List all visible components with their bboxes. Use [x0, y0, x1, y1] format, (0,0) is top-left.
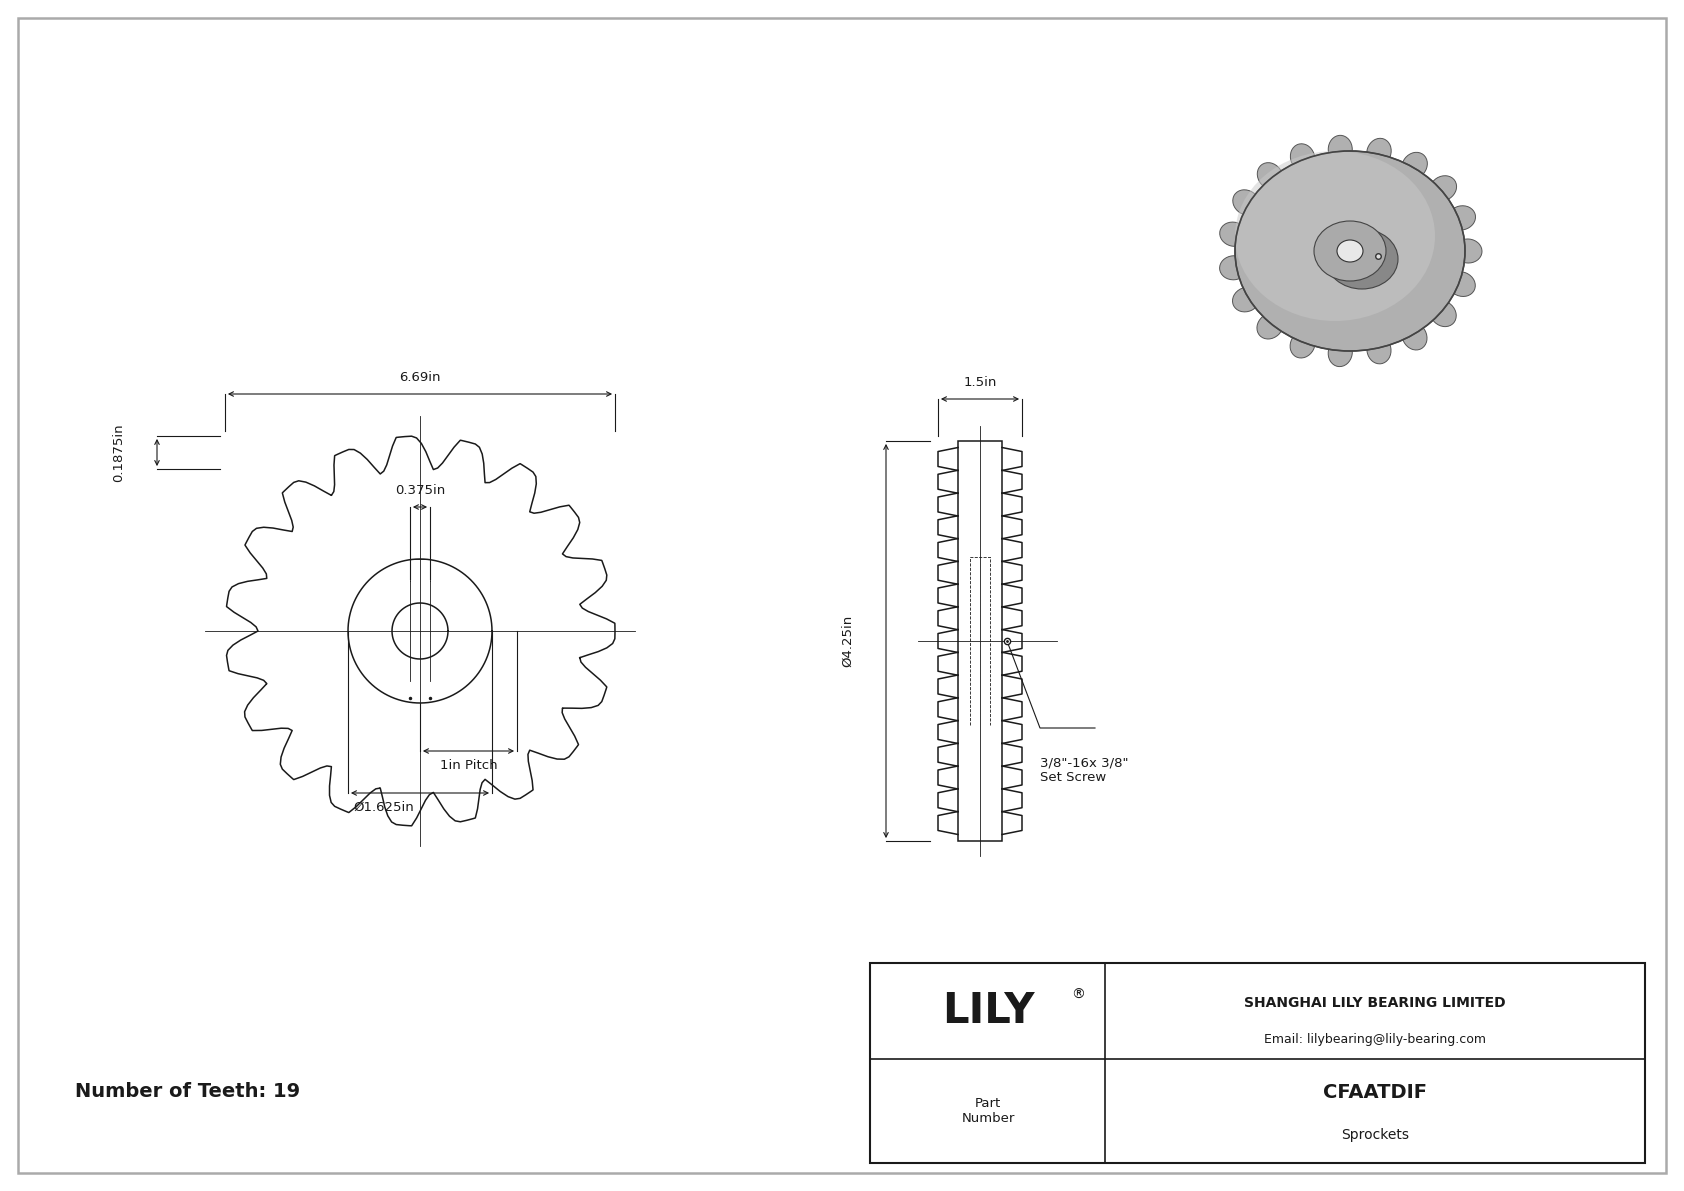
Text: Ø4.25in: Ø4.25in: [842, 615, 854, 667]
Text: 3/8"-16x 3/8"
Set Screw: 3/8"-16x 3/8" Set Screw: [1041, 756, 1128, 784]
Ellipse shape: [1219, 222, 1248, 247]
Text: Email: lilybearing@lily-bearing.com: Email: lilybearing@lily-bearing.com: [1265, 1033, 1485, 1046]
Text: 1.5in: 1.5in: [963, 376, 997, 389]
Ellipse shape: [1430, 176, 1457, 201]
Ellipse shape: [1290, 144, 1315, 172]
Text: 0.375in: 0.375in: [394, 484, 445, 497]
Ellipse shape: [1234, 151, 1435, 322]
Ellipse shape: [1256, 313, 1283, 339]
Ellipse shape: [1325, 229, 1398, 289]
Text: 1in Pitch: 1in Pitch: [440, 759, 497, 772]
Ellipse shape: [1403, 323, 1426, 350]
Ellipse shape: [1329, 338, 1352, 367]
Ellipse shape: [1430, 300, 1457, 326]
Ellipse shape: [1448, 206, 1475, 230]
Ellipse shape: [1314, 222, 1386, 281]
Ellipse shape: [1219, 256, 1248, 280]
Ellipse shape: [1233, 287, 1260, 312]
Ellipse shape: [1367, 336, 1391, 363]
Bar: [871, 964, 1645, 1162]
Ellipse shape: [1453, 239, 1482, 263]
Text: Sprockets: Sprockets: [1340, 1128, 1410, 1142]
Text: SHANGHAI LILY BEARING LIMITED: SHANGHAI LILY BEARING LIMITED: [1244, 996, 1505, 1010]
Ellipse shape: [1258, 163, 1283, 189]
Ellipse shape: [1290, 331, 1315, 358]
Text: CFAATDIF: CFAATDIF: [1324, 1084, 1426, 1103]
Ellipse shape: [1234, 151, 1465, 351]
Ellipse shape: [1367, 138, 1391, 166]
Text: ®: ®: [1071, 989, 1084, 1002]
Text: 6.69in: 6.69in: [399, 372, 441, 384]
Ellipse shape: [1401, 152, 1428, 179]
Text: Ø1.625in: Ø1.625in: [354, 802, 414, 813]
Text: 0.1875in: 0.1875in: [113, 423, 126, 482]
Ellipse shape: [1329, 136, 1352, 163]
Text: Number of Teeth: 19: Number of Teeth: 19: [76, 1081, 300, 1100]
Ellipse shape: [1233, 189, 1260, 216]
Text: Part
Number: Part Number: [962, 1097, 1015, 1125]
Bar: [958, 441, 1002, 841]
Text: LILY: LILY: [941, 990, 1034, 1031]
Ellipse shape: [1337, 241, 1362, 262]
Ellipse shape: [1448, 272, 1475, 297]
